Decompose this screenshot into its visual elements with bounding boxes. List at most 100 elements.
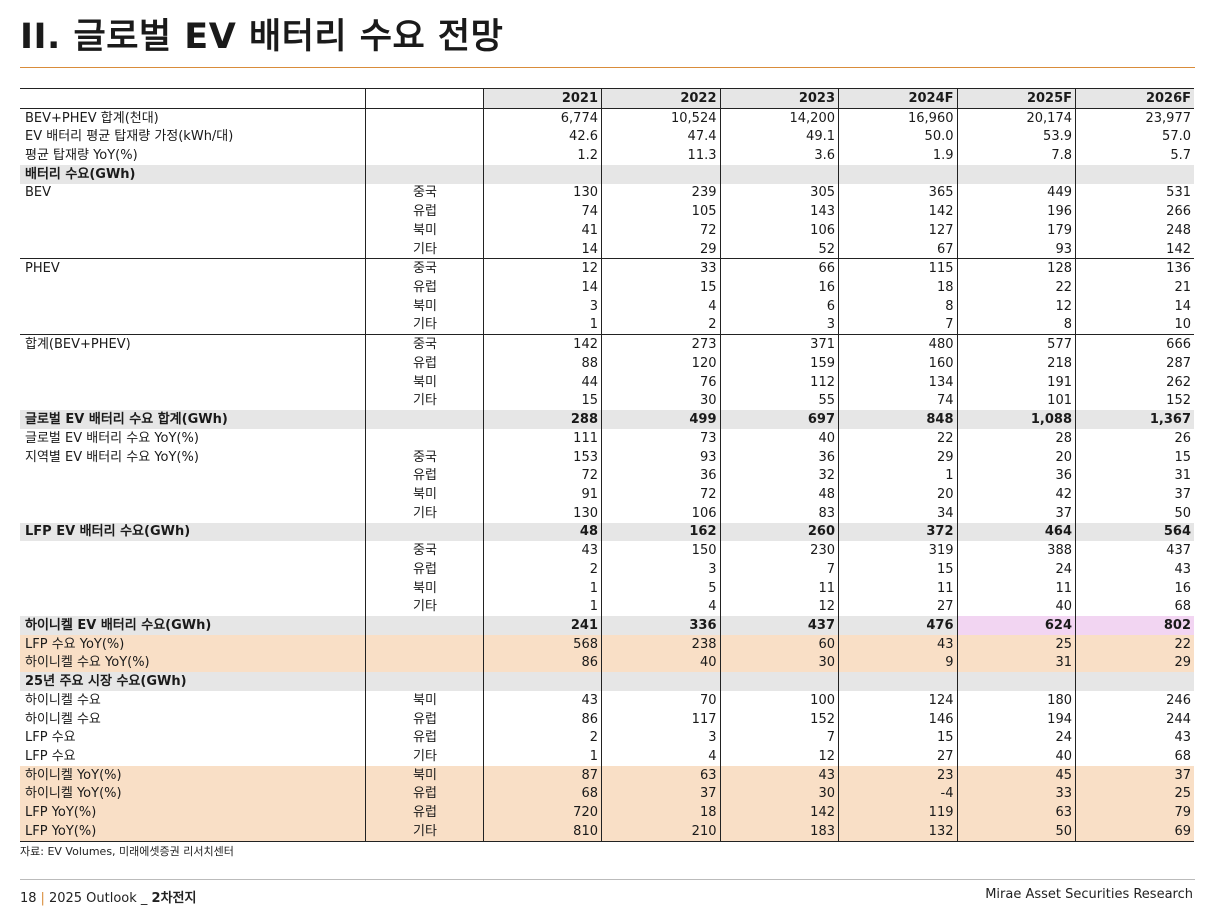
table-row: BEV 중국 130 239 305 365 449 531 — [20, 183, 1194, 203]
table-row: 유럽 88 120 159 160 218 287 — [20, 354, 1194, 373]
value-cell-2021: 2 — [482, 559, 602, 579]
row-region: 유럽 — [364, 202, 483, 222]
value-cell-2022: 47.4 — [601, 127, 720, 147]
value-cell-2025F — [956, 164, 1076, 184]
value-cell-2025F: 22 — [956, 278, 1076, 297]
value-cell-2026F: 69 — [1075, 822, 1194, 842]
value-cell-2024F: 20 — [838, 485, 957, 504]
table-row: 북미 44 76 112 134 191 262 — [20, 372, 1194, 392]
table-row: LFP 수요 YoY(%) 568 238 60 43 25 22 — [20, 634, 1194, 654]
value-cell-2021: 42.6 — [482, 127, 602, 147]
value-cell-2023: 142 — [719, 803, 839, 823]
table-row: LFP 수요 유럽 2 3 7 15 24 43 — [20, 728, 1194, 748]
row-region: 북미 — [364, 296, 483, 316]
value-cell-2023: 230 — [719, 541, 839, 560]
row-region: 북미 — [364, 221, 483, 240]
table-row: 북미 91 72 48 20 42 37 — [20, 485, 1194, 504]
value-cell-2026F: 262 — [1075, 372, 1194, 392]
value-cell-2025F: 191 — [956, 372, 1076, 392]
value-cell-2022: 4 — [601, 747, 720, 766]
value-cell-2022: 15 — [601, 278, 720, 297]
value-cell-2026F: 266 — [1075, 202, 1194, 222]
value-cell-2021: 3 — [482, 296, 602, 316]
value-cell-2021: 14 — [482, 278, 602, 297]
value-cell-2022: 36 — [601, 466, 720, 486]
value-cell-2025F: 36 — [956, 466, 1076, 486]
row-label — [20, 560, 365, 579]
value-cell-2025F: 33 — [956, 784, 1076, 804]
table-row: 북미 3 4 6 8 12 14 — [20, 296, 1194, 316]
value-cell-2023: 437 — [719, 616, 839, 635]
row-label: 글로벌 EV 배터리 수요 합계(GWh) — [20, 410, 365, 429]
value-cell-2024F — [838, 164, 957, 184]
row-label — [20, 579, 365, 598]
value-cell-2025F: 93 — [956, 239, 1076, 259]
row-label: LFP 수요 — [25, 730, 76, 746]
row-label — [20, 504, 365, 523]
value-cell-2022: 63 — [601, 765, 720, 785]
value-cell-2024F: -4 — [838, 784, 957, 804]
table-row: 합계(BEV+PHEV) 중국 142 273 371 480 577 666 — [20, 334, 1194, 355]
row-region: 기타 — [364, 391, 483, 411]
value-cell-2025F: 12 — [956, 296, 1076, 316]
row-region — [364, 616, 483, 635]
value-cell-2023: 371 — [719, 334, 839, 355]
value-cell-2025F: 449 — [956, 183, 1076, 203]
value-cell-2022: 4 — [601, 597, 720, 617]
row-region: 중국 — [364, 447, 483, 467]
value-cell-2021: 14 — [482, 239, 602, 259]
row-region — [364, 108, 483, 128]
value-cell-2024F: 8 — [838, 296, 957, 316]
source-note: 자료: EV Volumes, 미래에셋증권 리서치센터 — [20, 845, 234, 858]
value-cell-2025F: 577 — [956, 334, 1076, 355]
value-cell-2021: 91 — [482, 485, 602, 504]
value-cell-2024F: 476 — [838, 616, 957, 635]
value-cell-2022: 33 — [601, 258, 720, 279]
value-cell-2023: 36 — [719, 447, 839, 467]
table-row: 기타 14 29 52 67 93 142 — [20, 239, 1194, 259]
value-cell-2024F: 15 — [838, 728, 957, 748]
table-row: 하이니켈 YoY(%) 북미 87 63 43 23 45 37 — [20, 765, 1194, 785]
row-region: 유럽 — [364, 466, 483, 486]
value-cell-2025F: 31 — [956, 653, 1076, 673]
value-cell-2024F: 34 — [838, 503, 957, 523]
value-cell-2026F: 43 — [1075, 559, 1194, 579]
value-cell-2026F: 244 — [1075, 709, 1194, 729]
row-label — [20, 240, 365, 259]
header-year-2021: 2021 — [482, 88, 602, 109]
value-cell-2022: 11.3 — [601, 146, 720, 165]
value-cell-2024F: 132 — [838, 822, 957, 842]
value-cell-2025F: 128 — [956, 258, 1076, 279]
value-cell-2022: 239 — [601, 183, 720, 203]
value-cell-2021: 153 — [482, 447, 602, 467]
value-cell-2022 — [601, 164, 720, 184]
value-cell-2021: 130 — [482, 503, 602, 523]
table-row: 기타 130 106 83 34 37 50 — [20, 503, 1194, 523]
value-cell-2023: 40 — [719, 428, 839, 448]
value-cell-2024F: 29 — [838, 447, 957, 467]
table-row: 하이니켈 수요 YoY(%) 86 40 30 9 31 29 — [20, 653, 1194, 673]
value-cell-2022: 336 — [601, 616, 720, 635]
value-cell-2025F: 180 — [956, 691, 1076, 710]
table-row: 중국 43 150 230 319 388 437 — [20, 541, 1194, 560]
value-cell-2026F: 31 — [1075, 466, 1194, 486]
value-cell-2021: 72 — [482, 466, 602, 486]
value-cell-2021: 1 — [482, 597, 602, 617]
row-region: 북미 — [364, 578, 483, 598]
row-region — [364, 653, 483, 673]
value-cell-2021: 810 — [482, 822, 602, 842]
row-label — [20, 297, 365, 316]
title-divider — [20, 67, 1195, 68]
row-label: 25년 주요 시장 수요(GWh) — [20, 672, 365, 691]
header-label-cell — [20, 88, 365, 109]
value-cell-2026F: 152 — [1075, 391, 1194, 411]
value-cell-2024F: 1 — [838, 466, 957, 486]
table-header-row: 2021 2022 2023 2024F 2025F 2026F — [20, 88, 1194, 109]
value-cell-2022: 273 — [601, 334, 720, 355]
value-cell-2025F: 28 — [956, 428, 1076, 448]
row-region — [364, 634, 483, 654]
row-label — [20, 466, 365, 485]
row-region: 기타 — [364, 503, 483, 523]
row-label: EV 배터리 평균 탑재량 가정(kWh/대) — [25, 129, 234, 145]
table-row: 유럽 72 36 32 1 36 31 — [20, 466, 1194, 486]
